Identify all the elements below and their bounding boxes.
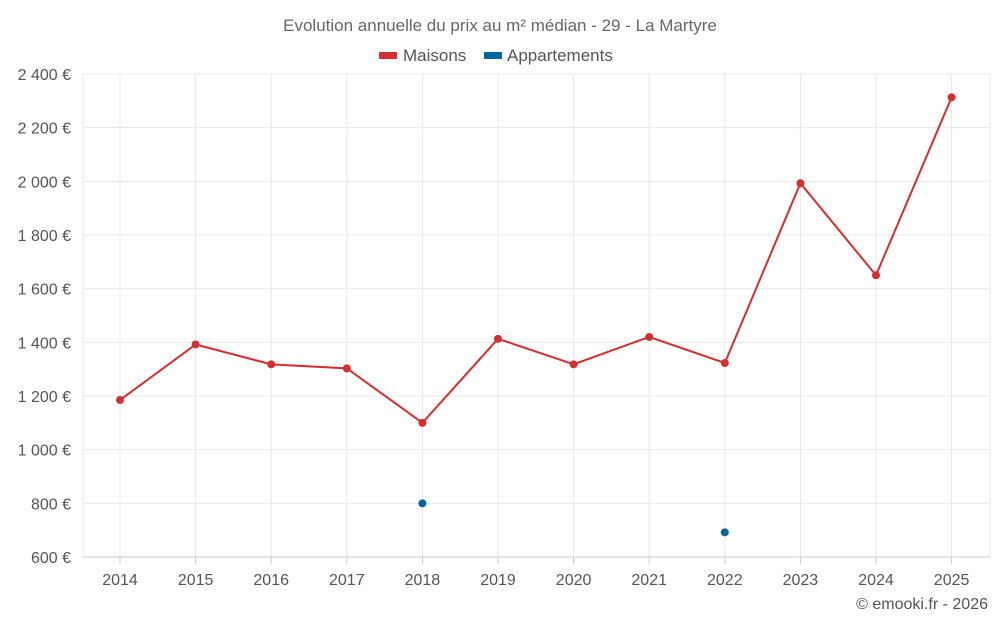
legend: Maisons Appartements <box>379 46 613 65</box>
y-axis: 600 € 800 € 1 000 € 1 200 € 1 400 € 1 600 € 1 … <box>18 67 71 567</box>
x-tick-label: 2014 <box>102 572 138 589</box>
data-point-maisons-2023[interactable] <box>796 179 805 188</box>
series-layer <box>116 93 956 537</box>
legend-swatch <box>379 52 397 59</box>
y-tick-label: 2 200 € <box>18 121 71 138</box>
x-tick-label: 2016 <box>253 572 289 589</box>
data-point-maisons-2017[interactable] <box>342 364 351 373</box>
y-tick-label: 1 000 € <box>18 443 71 460</box>
y-tick-label: 1 400 € <box>18 335 71 352</box>
data-point-maisons-2014[interactable] <box>116 396 124 405</box>
y-tick-label: 800 € <box>31 496 71 513</box>
legend-label: Maisons <box>403 46 466 65</box>
data-point-maisons-2021[interactable] <box>645 332 654 341</box>
legend-item-appartements[interactable]: Appartements <box>484 46 613 65</box>
credit-text: © emooki.fr - 2026 <box>856 596 988 613</box>
series-maisons <box>116 93 956 427</box>
x-tick-label: 2019 <box>480 572 516 589</box>
x-tick-label: 2024 <box>858 572 894 589</box>
x-tick-label: 2020 <box>556 572 592 589</box>
data-point-maisons-2015[interactable] <box>191 340 200 349</box>
data-point-maisons-2024[interactable] <box>872 271 880 280</box>
y-tick-label: 1 600 € <box>18 282 71 299</box>
series-line-maisons <box>119 96 953 425</box>
x-tick-label: 2017 <box>329 572 365 589</box>
x-tick-label: 2022 <box>707 572 743 589</box>
x-tick-label: 2023 <box>783 572 819 589</box>
grid <box>82 73 991 558</box>
x-tick-label: 2015 <box>178 572 214 589</box>
x-axis: 2014 2015 2016 2017 2018 2019 2020 2021 2022 2023… <box>83 556 990 589</box>
data-point-appartements-2018[interactable] <box>418 499 427 508</box>
chart-title: Evolution annuelle du prix au m² médian … <box>283 16 717 35</box>
y-tick-label: 1 200 € <box>18 389 71 406</box>
data-point-maisons-2018[interactable] <box>418 418 427 427</box>
data-point-appartements-2022[interactable] <box>720 528 729 537</box>
x-tick-label: 2025 <box>934 572 970 589</box>
y-tick-label: 1 800 € <box>18 228 71 245</box>
data-point-maisons-2022[interactable] <box>720 358 729 367</box>
data-point-maisons-2016[interactable] <box>267 360 276 369</box>
data-point-maisons-2025[interactable] <box>947 93 956 102</box>
data-point-maisons-2019[interactable] <box>494 334 502 343</box>
legend-label: Appartements <box>507 46 613 65</box>
legend-swatch <box>484 52 502 59</box>
x-tick-label: 2018 <box>405 572 441 589</box>
legend-item-maisons[interactable]: Maisons <box>379 46 466 65</box>
data-point-maisons-2020[interactable] <box>569 360 578 369</box>
y-tick-label: 2 000 € <box>18 174 71 191</box>
y-tick-label: 600 € <box>31 550 71 567</box>
y-tick-label: 2 400 € <box>18 67 71 84</box>
x-tick-label: 2021 <box>631 572 667 589</box>
series-appartements <box>418 499 729 537</box>
